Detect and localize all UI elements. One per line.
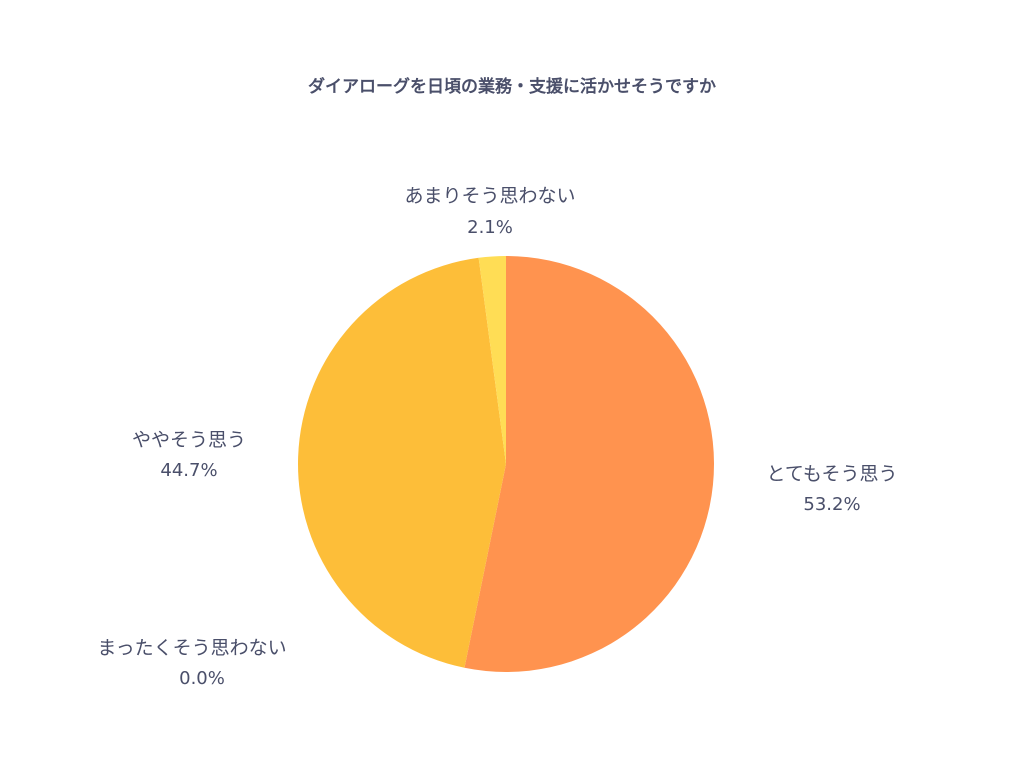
slice-label-group-1: ややそう思う 44.7% [132,429,246,481]
slice-label-amari: あまりそう思わない [404,185,575,207]
slice-label-group-2: まったくそう思わない 0.0% [97,637,286,689]
slice-value-mattaku: 0.0% [179,668,225,689]
chart-title: ダイアローグを日頃の業務・支援に活かせそうですか [308,76,716,97]
slice-value-amari: 2.1% [467,217,513,238]
pie-slices [298,256,714,672]
slice-label-totemo: とてもそう思う [766,463,897,485]
pie-slice-3 [478,256,506,464]
slice-label-group-3: あまりそう思わない 2.1% [404,185,575,238]
slice-label-yaya: ややそう思う [132,429,246,451]
pie-slice-0 [464,256,714,672]
slice-label-group-0: とてもそう思う 53.2% [766,463,897,515]
slice-value-yaya: 44.7% [160,460,217,481]
slice-value-totemo: 53.2% [803,494,860,515]
slice-label-mattaku: まったくそう思わない [97,637,286,659]
pie-slice-1 [298,257,506,668]
